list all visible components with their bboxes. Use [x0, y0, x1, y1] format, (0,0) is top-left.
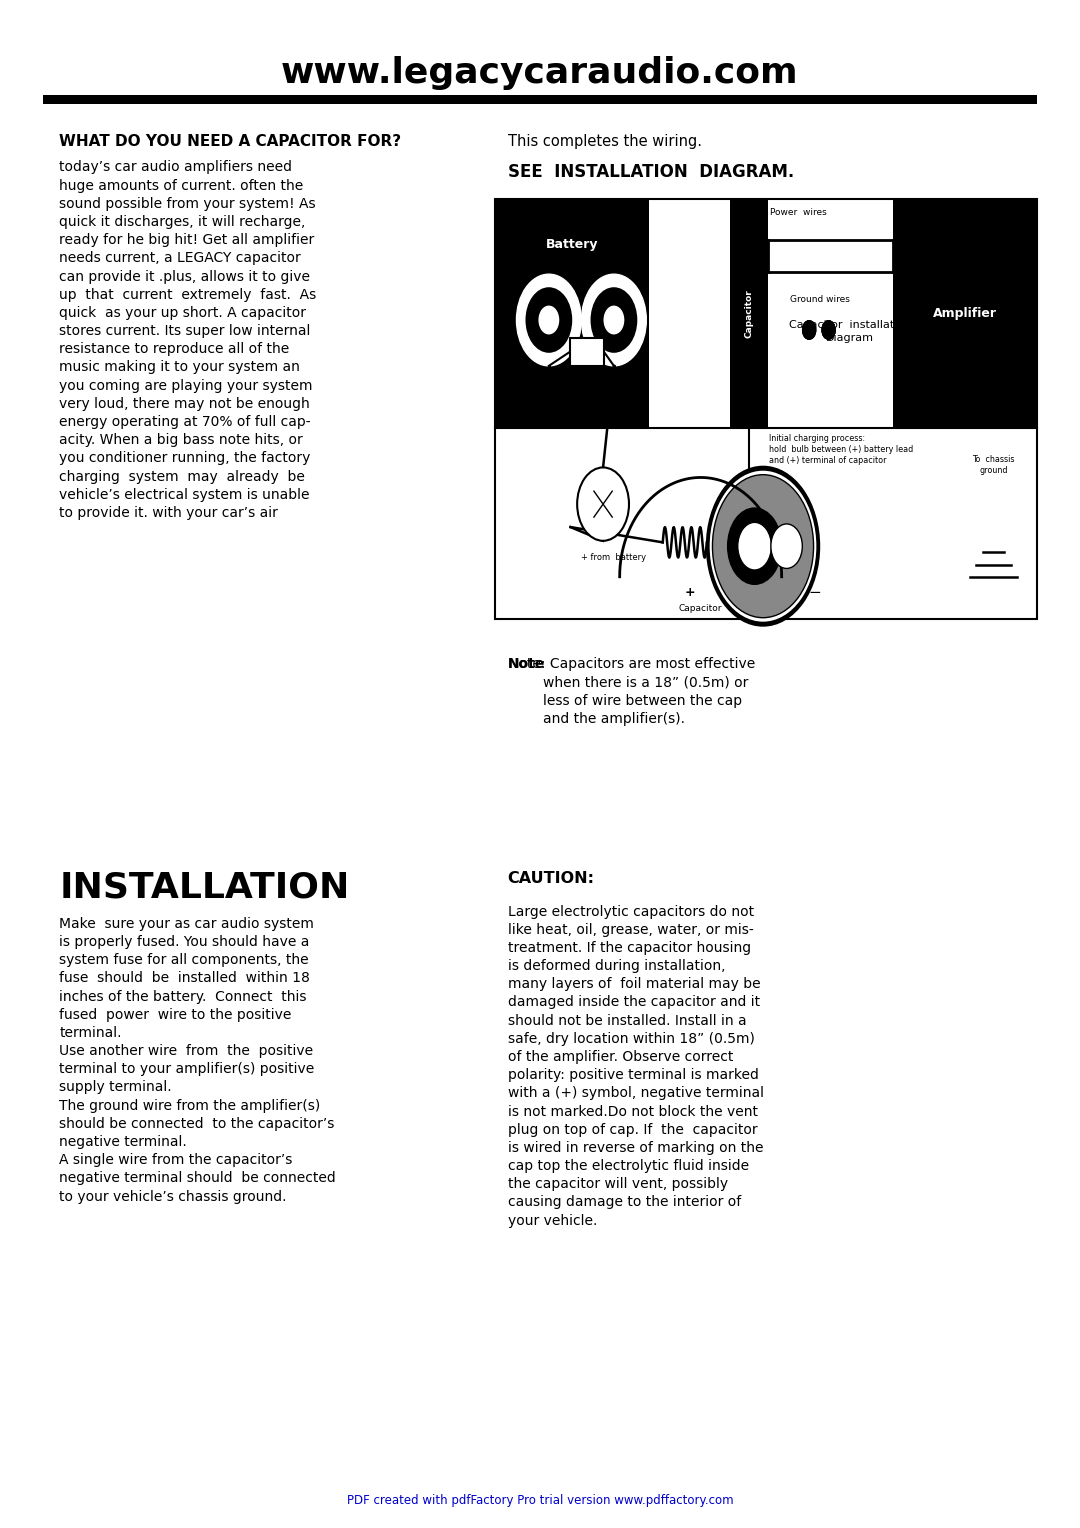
- Text: Make  sure your as car audio system
is properly fused. You should have a
system : Make sure your as car audio system is pr…: [59, 917, 336, 1204]
- Circle shape: [802, 321, 815, 339]
- Circle shape: [516, 274, 581, 365]
- Text: Amplifier: Amplifier: [933, 307, 997, 319]
- Circle shape: [581, 274, 646, 365]
- Text: Ground wires: Ground wires: [789, 295, 850, 304]
- Text: today’s car audio amplifiers need
huge amounts of current. often the
sound possi: today’s car audio amplifiers need huge a…: [59, 160, 316, 520]
- Text: Note: Note: [508, 657, 545, 671]
- Text: INSTALLATION: INSTALLATION: [59, 871, 350, 905]
- Text: PDF created with pdfFactory Pro trial version www.pdffactory.com: PDF created with pdfFactory Pro trial ve…: [347, 1494, 733, 1507]
- Text: −: −: [808, 585, 821, 599]
- Text: Capacitor: Capacitor: [679, 604, 723, 613]
- Circle shape: [728, 507, 782, 584]
- Text: Initial charging process:
hold  bulb between (+) battery lead
and (+) terminal o: Initial charging process: hold bulb betw…: [769, 434, 913, 465]
- Text: WHAT DO YOU NEED A CAPACITOR FOR?: WHAT DO YOU NEED A CAPACITOR FOR?: [59, 134, 402, 150]
- Circle shape: [591, 287, 636, 351]
- Circle shape: [771, 524, 802, 568]
- Circle shape: [822, 321, 835, 339]
- Circle shape: [604, 306, 623, 333]
- Circle shape: [822, 321, 835, 339]
- Bar: [893, 199, 1037, 428]
- Text: www.legacycaraudio.com: www.legacycaraudio.com: [281, 57, 799, 90]
- Bar: [495, 199, 1037, 619]
- Text: To  chassis
ground: To chassis ground: [972, 455, 1015, 475]
- Circle shape: [802, 321, 815, 339]
- Circle shape: [577, 468, 629, 541]
- Circle shape: [713, 475, 813, 617]
- Text: +: +: [685, 585, 696, 599]
- Text: CAUTION:: CAUTION:: [508, 871, 595, 886]
- Text: Capacitor  installation
Diagram: Capacitor installation Diagram: [788, 319, 910, 344]
- Text: SEE  INSTALLATION  DIAGRAM.: SEE INSTALLATION DIAGRAM.: [508, 163, 794, 182]
- Circle shape: [822, 321, 835, 339]
- Circle shape: [539, 306, 558, 333]
- Text: Capacitor: Capacitor: [745, 289, 754, 338]
- Bar: [569, 338, 604, 365]
- Text: This completes the wiring.: This completes the wiring.: [508, 134, 702, 150]
- Circle shape: [526, 287, 571, 351]
- Circle shape: [706, 466, 819, 625]
- Text: Note: Capacitors are most effective
        when there is a 18” (0.5m) or
      : Note: Capacitors are most effective when…: [508, 657, 755, 726]
- Circle shape: [738, 523, 771, 570]
- Text: Battery: Battery: [545, 238, 598, 251]
- Text: Large electrolytic capacitors do not
like heat, oil, grease, water, or mis-
trea: Large electrolytic capacitors do not lik…: [508, 905, 764, 1227]
- Bar: [495, 199, 649, 428]
- Text: Power  wires: Power wires: [770, 208, 826, 217]
- Text: + from  battery: + from battery: [581, 553, 647, 562]
- Bar: [730, 199, 768, 428]
- Bar: [43, 95, 1037, 104]
- Circle shape: [802, 321, 815, 339]
- Circle shape: [710, 471, 816, 622]
